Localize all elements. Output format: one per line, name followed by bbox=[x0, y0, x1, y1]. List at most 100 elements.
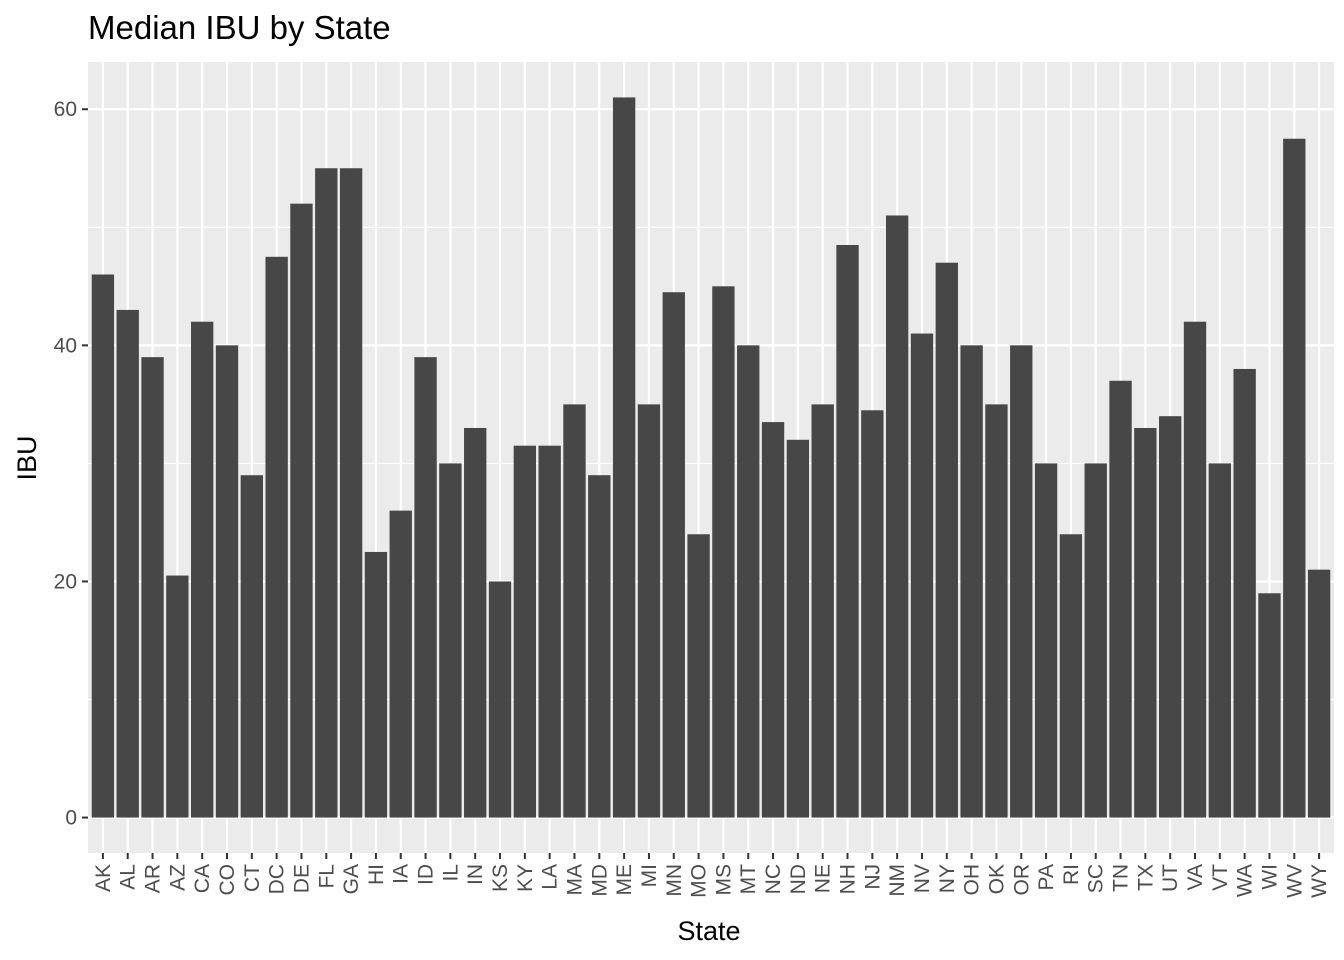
bar-ok bbox=[985, 404, 1008, 818]
bar-vt bbox=[1208, 463, 1231, 818]
x-tick-label: MO bbox=[688, 864, 711, 898]
x-tick-label: OR bbox=[1010, 864, 1033, 896]
bar-ky bbox=[513, 445, 537, 818]
x-tick-label: NC bbox=[762, 864, 785, 894]
bar-ne bbox=[811, 404, 834, 818]
x-tick-label: MA bbox=[563, 864, 586, 896]
y-tick-label: 20 bbox=[54, 570, 77, 593]
x-tick-label: WA bbox=[1234, 864, 1257, 897]
bar-de bbox=[290, 203, 313, 818]
bar-wy bbox=[1307, 569, 1331, 818]
x-tick-label: MN bbox=[663, 864, 686, 897]
x-tick-label: AK bbox=[92, 864, 115, 892]
bar-wa bbox=[1233, 368, 1256, 818]
x-tick-label: IN bbox=[464, 864, 487, 885]
bar-id bbox=[414, 357, 437, 818]
y-axis-title: IBU bbox=[12, 435, 42, 480]
x-tick-label: WV bbox=[1283, 864, 1306, 898]
bar-ar bbox=[141, 357, 164, 818]
bar-ks bbox=[488, 581, 512, 818]
bar-or bbox=[1010, 345, 1033, 818]
y-tick-label: 60 bbox=[54, 98, 77, 121]
bar-wi bbox=[1258, 593, 1281, 818]
bar-nd bbox=[786, 439, 810, 818]
x-tick-label: MT bbox=[737, 864, 760, 894]
x-tick-label: MS bbox=[712, 864, 735, 896]
bar-ia bbox=[389, 510, 412, 818]
x-tick-label: MI bbox=[638, 864, 661, 887]
x-axis-title: State bbox=[677, 916, 740, 946]
x-tick-label: WI bbox=[1258, 864, 1281, 890]
bar-fl bbox=[315, 168, 338, 818]
bar-nc bbox=[761, 422, 785, 818]
bar-nh bbox=[836, 244, 859, 818]
bar-me bbox=[612, 97, 636, 818]
x-tick-label: TN bbox=[1110, 864, 1133, 892]
x-tick-label: VA bbox=[1184, 864, 1207, 890]
x-tick-label: UT bbox=[1159, 864, 1182, 892]
x-tick-label: NJ bbox=[861, 864, 884, 890]
x-tick-label: CO bbox=[216, 864, 239, 896]
x-tick-label: AZ bbox=[166, 864, 189, 891]
bar-ct bbox=[240, 475, 263, 818]
x-tick-label: RI bbox=[1060, 864, 1083, 885]
x-tick-label: NH bbox=[837, 864, 860, 894]
x-tick-label: VT bbox=[1209, 864, 1232, 891]
x-tick-label: AR bbox=[142, 864, 165, 893]
x-tick-label: WY bbox=[1308, 864, 1331, 898]
bar-az bbox=[166, 575, 189, 818]
bar-nv bbox=[910, 333, 934, 818]
bar-md bbox=[588, 475, 611, 818]
x-tick-label: DE bbox=[290, 864, 313, 893]
bar-ri bbox=[1059, 534, 1083, 818]
x-tick-label: NM bbox=[886, 864, 909, 897]
bar-oh bbox=[960, 345, 983, 818]
y-axis: 0 20 40 60 bbox=[54, 98, 88, 830]
bar-va bbox=[1183, 321, 1207, 818]
x-tick-label: CT bbox=[241, 864, 264, 892]
x-tick-label: DC bbox=[266, 864, 289, 894]
x-tick-label: KY bbox=[514, 864, 537, 892]
x-tick-label: PA bbox=[1035, 864, 1058, 890]
y-tick-label: 40 bbox=[54, 334, 77, 357]
bar-nj bbox=[861, 410, 884, 818]
x-tick-label: FL bbox=[315, 864, 338, 889]
x-tick-label: SC bbox=[1085, 864, 1108, 893]
x-tick-label: OK bbox=[985, 864, 1008, 894]
x-tick-label: CA bbox=[191, 864, 214, 893]
bar-ca bbox=[191, 321, 214, 818]
x-tick-label: LA bbox=[539, 864, 562, 890]
chart-title: Median IBU by State bbox=[88, 9, 391, 46]
bar-ut bbox=[1159, 416, 1182, 818]
x-tick-label: GA bbox=[340, 864, 363, 894]
x-tick-label: NE bbox=[812, 864, 835, 893]
bar-tx bbox=[1134, 427, 1157, 818]
bar-dc bbox=[265, 256, 288, 818]
x-tick-label: ND bbox=[787, 864, 810, 894]
x-tick-label: AL bbox=[117, 864, 140, 890]
bar-wv bbox=[1283, 138, 1306, 818]
y-tick-label: 0 bbox=[65, 807, 77, 830]
bar-mo bbox=[687, 534, 710, 818]
bar-ga bbox=[339, 168, 363, 818]
bar-mn bbox=[662, 292, 685, 818]
x-tick-label: NY bbox=[936, 864, 959, 893]
x-tick-label: ID bbox=[415, 864, 438, 885]
x-tick-label: NV bbox=[911, 864, 934, 893]
bar-co bbox=[215, 345, 239, 818]
x-axis: AK AL AR AZ CA CO CT DC DE FL GA HI IA ID IL IN KS KY LA MA… bbox=[92, 853, 1331, 898]
bar-nm bbox=[885, 215, 909, 818]
bar-il bbox=[439, 463, 462, 818]
bar-pa bbox=[1034, 463, 1058, 818]
x-tick-label: IL bbox=[439, 864, 462, 882]
bar-ny bbox=[935, 262, 958, 818]
x-tick-label: OH bbox=[961, 864, 984, 896]
bar-ms bbox=[712, 286, 735, 818]
bar-la bbox=[538, 445, 561, 818]
bar-sc bbox=[1084, 463, 1107, 818]
bar-hi bbox=[364, 551, 388, 818]
bars bbox=[91, 97, 1331, 818]
bar-mi bbox=[637, 404, 661, 818]
bar-ma bbox=[563, 404, 586, 818]
